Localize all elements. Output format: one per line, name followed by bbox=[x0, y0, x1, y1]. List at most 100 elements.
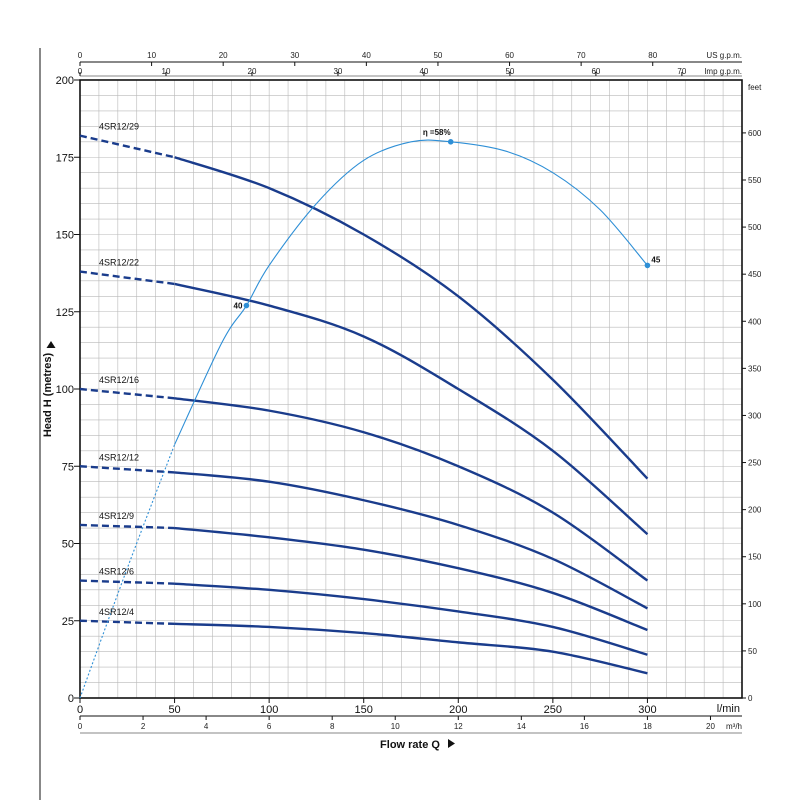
m3h-tick-label: 4 bbox=[204, 722, 209, 731]
us-gpm-tick-label: 50 bbox=[433, 51, 442, 60]
us-gpm-tick-label: 20 bbox=[219, 51, 228, 60]
us-gpm-tick-label: 80 bbox=[648, 51, 657, 60]
feet-tick-label: 500 bbox=[748, 223, 762, 232]
x-tick-label: 250 bbox=[544, 704, 562, 716]
head-curves bbox=[79, 134, 649, 675]
curve-4sr12-9 bbox=[174, 526, 648, 632]
curve-dashed-4sr12-4 bbox=[79, 619, 175, 626]
curve-labels: 4SR12/29 4SR12/22 4SR12/16 4SR12/12 4SR12/9 4… bbox=[99, 122, 139, 617]
curve-label-4sr12-6: 4SR12/6 bbox=[99, 567, 134, 577]
m3h-tick-label: 2 bbox=[141, 722, 146, 731]
curve-4sr12-12 bbox=[174, 471, 648, 610]
m3h-tick-label: 16 bbox=[580, 722, 589, 731]
y-axis-arrow-icon bbox=[46, 341, 56, 348]
x-tick-label: 0 bbox=[77, 704, 83, 716]
feet-unit-label: feet bbox=[748, 83, 762, 92]
x-unit-label: l/min bbox=[717, 703, 740, 715]
efficiency-point bbox=[243, 302, 250, 309]
feet-tick-label: 50 bbox=[748, 647, 757, 656]
efficiency-point bbox=[447, 139, 454, 145]
efficiency-curve: 40 η =58% 45 bbox=[79, 128, 661, 699]
curve-label-4sr12-4: 4SR12/4 bbox=[99, 607, 134, 617]
y-tick-label: 25 bbox=[62, 616, 74, 628]
us-gpm-tick-label: 70 bbox=[577, 51, 586, 60]
grid bbox=[80, 80, 742, 698]
feet-tick-label: 550 bbox=[748, 176, 762, 185]
curve-4sr12-29 bbox=[174, 156, 649, 480]
x-tick-label: 150 bbox=[355, 704, 373, 716]
us-gpm-tick-label: 40 bbox=[362, 51, 371, 60]
curve-label-4sr12-9: 4SR12/9 bbox=[99, 511, 134, 521]
imp-gpm-tick-label: 70 bbox=[677, 67, 686, 76]
m3h-tick-label: 6 bbox=[267, 722, 272, 731]
m3h-tick-label: 8 bbox=[330, 722, 335, 731]
feet-tick-label: 400 bbox=[748, 317, 762, 326]
curve-4sr12-6 bbox=[174, 582, 648, 656]
imp-gpm-unit-label: Imp g.p.m. bbox=[704, 67, 742, 76]
feet-tick-label: 100 bbox=[748, 600, 762, 609]
curve-label-4sr12-16: 4SR12/16 bbox=[99, 375, 139, 385]
curve-dashed-4sr12-9 bbox=[79, 523, 175, 530]
efficiency-curve-dashed bbox=[79, 444, 176, 699]
feet-tick-label: 250 bbox=[748, 459, 762, 468]
curve-dashed-4sr12-6 bbox=[79, 579, 175, 585]
m3h-tick-label: 0 bbox=[78, 722, 83, 731]
curve-dashed-4sr12-12 bbox=[79, 465, 175, 474]
y-tick-label: 150 bbox=[56, 230, 74, 242]
efficiency-point-label: 45 bbox=[651, 255, 660, 264]
y-tick-label: 200 bbox=[56, 75, 74, 87]
efficiency-point-label: η =58% bbox=[423, 128, 451, 137]
m3h-tick-label: 14 bbox=[517, 722, 526, 731]
imp-gpm-tick-label: 0 bbox=[78, 67, 83, 76]
curve-4sr12-4 bbox=[174, 622, 648, 675]
curve-dashed-4sr12-16 bbox=[79, 387, 175, 400]
imp-gpm-tick-label: 30 bbox=[333, 67, 342, 76]
curve-dashed-4sr12-22 bbox=[79, 270, 175, 286]
efficiency-curve-line bbox=[174, 139, 648, 445]
efficiency-point-label: 40 bbox=[234, 302, 243, 311]
x-tick-label: 100 bbox=[260, 704, 278, 716]
feet-tick-label: 600 bbox=[748, 129, 762, 138]
curve-4sr12-22 bbox=[174, 282, 649, 536]
us-gpm-unit-label: US g.p.m. bbox=[706, 51, 742, 60]
us-gpm-tick-label: 30 bbox=[290, 51, 299, 60]
m3h-tick-label: 12 bbox=[454, 722, 463, 731]
m3h-unit-label: m³/h bbox=[726, 722, 742, 731]
m3h-tick-label: 10 bbox=[391, 722, 400, 731]
feet-tick-label: 350 bbox=[748, 364, 762, 373]
y-tick-label: 0 bbox=[68, 693, 74, 705]
y-tick-label: 100 bbox=[56, 384, 74, 396]
x-tick-label: 300 bbox=[638, 704, 656, 716]
feet-tick-label: 200 bbox=[748, 506, 762, 515]
feet-tick-label: 150 bbox=[748, 553, 762, 562]
x-tick-label: 50 bbox=[168, 704, 180, 716]
curve-label-4sr12-29: 4SR12/29 bbox=[99, 122, 139, 132]
imp-gpm-tick-label: 40 bbox=[419, 67, 428, 76]
us-gpm-tick-label: 0 bbox=[78, 51, 83, 60]
us-gpm-tick-label: 10 bbox=[147, 51, 156, 60]
y-tick-label: 75 bbox=[62, 461, 74, 473]
imp-gpm-tick-label: 20 bbox=[248, 67, 257, 76]
x-axis-title: Flow rate Q bbox=[380, 739, 440, 751]
imp-gpm-tick-label: 10 bbox=[162, 67, 171, 76]
efficiency-point bbox=[644, 262, 651, 269]
feet-tick-label: 450 bbox=[748, 270, 762, 279]
x-tick-label: 200 bbox=[449, 704, 467, 716]
x-axis-arrow-icon bbox=[448, 739, 455, 748]
y-tick-label: 50 bbox=[62, 539, 74, 551]
us-gpm-tick-label: 60 bbox=[505, 51, 514, 60]
y-tick-label: 125 bbox=[56, 307, 74, 319]
curve-label-4sr12-12: 4SR12/12 bbox=[99, 452, 139, 462]
feet-tick-label: 300 bbox=[748, 411, 762, 420]
imp-gpm-tick-label: 60 bbox=[591, 67, 600, 76]
imp-gpm-tick-label: 50 bbox=[505, 67, 514, 76]
m3h-tick-label: 20 bbox=[706, 722, 715, 731]
curve-label-4sr12-22: 4SR12/22 bbox=[99, 258, 139, 268]
y-tick-label: 175 bbox=[56, 152, 74, 164]
curve-dashed-4sr12-29 bbox=[79, 134, 175, 159]
feet-tick-label: 0 bbox=[748, 694, 753, 703]
y-axis-title: Head H (metres) bbox=[42, 352, 54, 437]
